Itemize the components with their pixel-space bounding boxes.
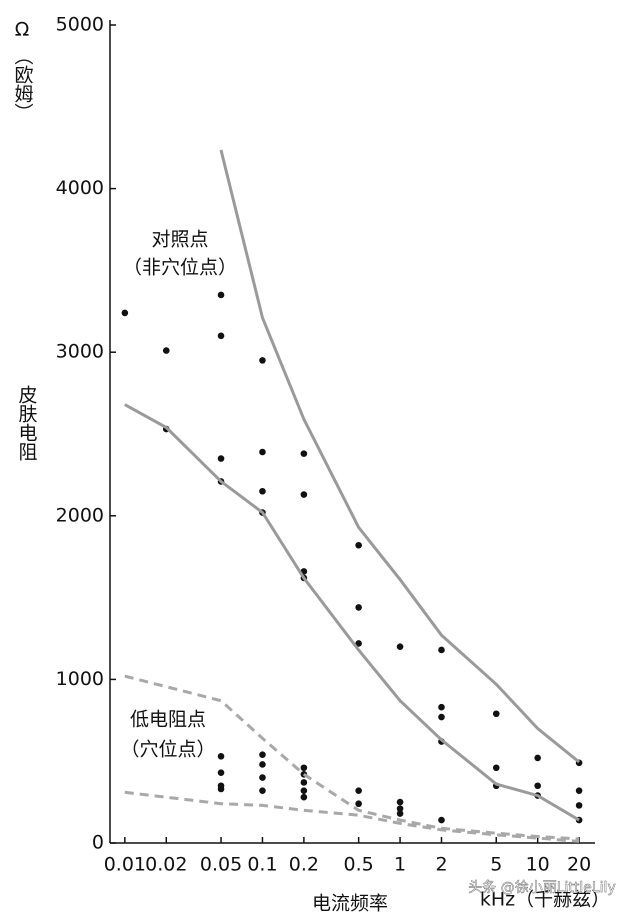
x-tick-label: 0.05 xyxy=(200,854,242,876)
y-tick-label: 1000 xyxy=(56,668,104,690)
annotation: 低电阻点 xyxy=(130,709,206,731)
data-point xyxy=(396,643,404,650)
data-point xyxy=(300,779,308,786)
data-point xyxy=(259,487,266,495)
data-point xyxy=(355,787,362,794)
annotation: （非穴位点） xyxy=(123,257,237,279)
y-label: 皮肤电阻 xyxy=(16,385,38,461)
data-point xyxy=(534,754,541,762)
data-point xyxy=(492,764,500,772)
boundary-line xyxy=(124,403,580,822)
y-tick-label: 4000 xyxy=(56,177,104,199)
data-point xyxy=(121,309,129,317)
data-point xyxy=(575,787,583,794)
data-point xyxy=(217,455,225,462)
x-tick-label: 0.01 xyxy=(104,854,146,876)
watermark: 头条 @徐小丽LittleLily xyxy=(468,879,616,896)
y-unit-name: （欧姆） xyxy=(12,46,34,122)
x-label: 电流频率 xyxy=(312,893,388,912)
x-unit: kHz（千赫兹） xyxy=(480,889,610,911)
data-point xyxy=(259,357,266,364)
data-point xyxy=(300,491,308,498)
y-tick-label: 3000 xyxy=(56,341,104,363)
data-point xyxy=(259,448,266,456)
data-point xyxy=(300,450,308,457)
data-point xyxy=(259,774,266,781)
x-tick-label: 2 xyxy=(435,854,447,876)
data-point xyxy=(300,764,308,772)
data-point xyxy=(300,793,308,801)
data-point xyxy=(575,802,583,809)
data-point xyxy=(355,541,362,549)
data-point xyxy=(217,291,225,299)
data-point xyxy=(438,713,445,721)
data-point xyxy=(355,640,362,647)
data-point xyxy=(259,751,266,758)
data-point xyxy=(355,800,362,808)
data-point xyxy=(217,785,225,793)
annotation: （穴位点） xyxy=(120,739,215,761)
data-point xyxy=(534,782,541,790)
y-tick-label: 5000 xyxy=(56,14,104,36)
data-point xyxy=(355,604,362,611)
x-tick-label: 0.5 xyxy=(344,854,374,876)
data-point xyxy=(217,332,225,340)
data-point xyxy=(396,798,404,806)
y-tick-label: 0 xyxy=(92,832,104,854)
data-point xyxy=(396,805,404,812)
data-point xyxy=(259,787,266,794)
data-point xyxy=(217,752,225,760)
dashed-line xyxy=(124,790,580,843)
x-tick-label: 0.1 xyxy=(247,854,277,876)
x-tick-label: 1 xyxy=(394,854,406,876)
annotation: 对照点 xyxy=(151,229,208,251)
data-point xyxy=(259,761,266,768)
data-point xyxy=(438,816,445,824)
data-point xyxy=(492,710,500,718)
y-unit: Ω xyxy=(15,19,30,41)
data-point xyxy=(438,646,445,654)
data-point xyxy=(300,787,308,794)
dashed-line xyxy=(124,674,580,841)
x-tick-label: 0.02 xyxy=(145,854,187,876)
y-tick-label: 2000 xyxy=(56,504,104,526)
data-point xyxy=(396,810,404,817)
data-point xyxy=(438,703,445,711)
boundary-line xyxy=(219,149,581,764)
x-tick-label: 5 xyxy=(490,854,502,876)
x-tick-label: 20 xyxy=(567,854,591,876)
x-tick-label: 10 xyxy=(526,854,550,876)
x-tick-label: 0.2 xyxy=(289,854,319,876)
data-point xyxy=(217,769,225,776)
data-point xyxy=(162,347,170,354)
